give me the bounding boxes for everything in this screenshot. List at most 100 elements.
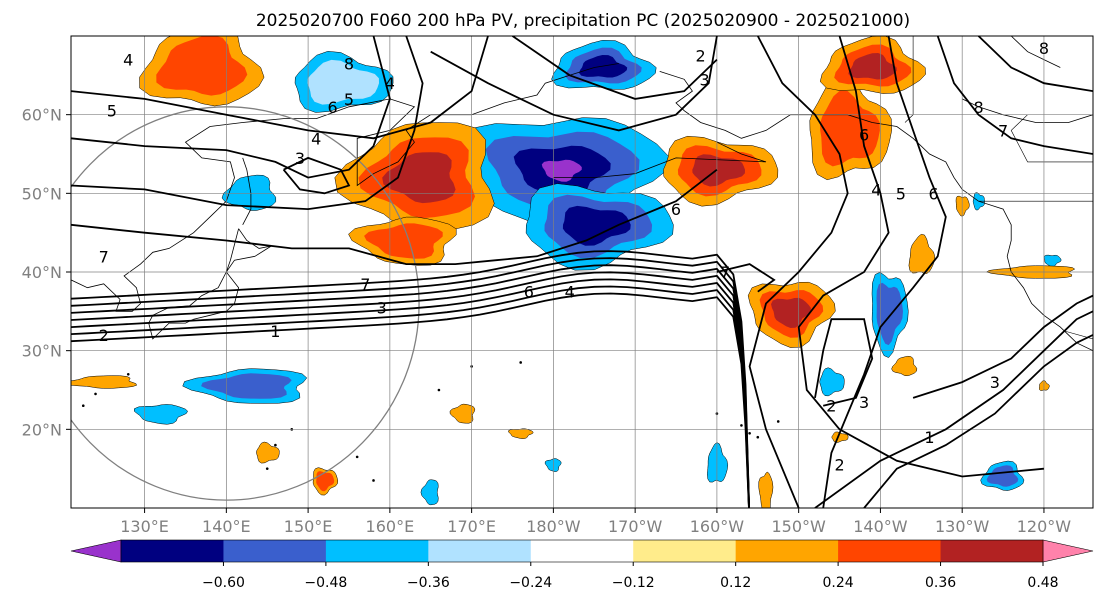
pv-contour-label: 4 bbox=[123, 51, 133, 70]
precip-anomaly-shape bbox=[420, 479, 439, 506]
pv-contour-label: 2 bbox=[99, 326, 109, 345]
precip-anomaly-shape bbox=[256, 441, 280, 464]
coastline bbox=[553, 141, 767, 178]
colorbar-swatch bbox=[940, 540, 1044, 562]
precip-anomaly-shape bbox=[134, 404, 189, 425]
pv-contour-label: 7 bbox=[360, 275, 370, 294]
pv-contour-label: 8 bbox=[1039, 39, 1049, 58]
coastline bbox=[962, 98, 1093, 123]
precip-anomaly-shape bbox=[707, 442, 729, 483]
lon-tick-label: 170°W bbox=[608, 517, 663, 536]
island bbox=[265, 467, 269, 470]
colorbar: −0.60 −0.48 −0.36 −0.24 −0.12 0.12 0.24 0.36 0.4… bbox=[70, 539, 1094, 591]
pv-contour-label: 2 bbox=[834, 456, 844, 475]
pv-contour-line bbox=[748, 36, 849, 508]
pv-contour-label: 7 bbox=[720, 263, 730, 282]
figure-title: 2025020700 F060 200 hPa PV, precipitatio… bbox=[256, 11, 910, 31]
precip-anomaly-shape bbox=[1043, 254, 1062, 267]
lat-tick-label: 50°N bbox=[22, 184, 62, 203]
colorbar-tick-label: −0.12 bbox=[612, 575, 655, 591]
pv-contour-label: 3 bbox=[700, 70, 710, 89]
island bbox=[372, 479, 375, 482]
pv-contour-label: 5 bbox=[896, 184, 906, 203]
pv-contour-line bbox=[822, 36, 947, 508]
island bbox=[748, 431, 751, 435]
precip-anomaly-shape bbox=[758, 471, 774, 508]
colorbar-outline bbox=[120, 539, 1044, 563]
border bbox=[1010, 114, 1093, 163]
pv-contour-line bbox=[936, 36, 1093, 155]
lon-tick-label: 130°E bbox=[120, 517, 169, 536]
lon-tick-label: 180°W bbox=[526, 517, 581, 536]
island bbox=[274, 443, 277, 447]
lon-tick-label: 150°E bbox=[284, 517, 333, 536]
colorbar-swatch bbox=[838, 540, 942, 562]
colorbar-extend-max bbox=[1042, 539, 1094, 563]
precip-anomaly-shape bbox=[541, 159, 582, 182]
pv-contour-label: 8 bbox=[973, 98, 983, 117]
pv-contour-label: 6 bbox=[671, 200, 681, 219]
pv-contour-label: 7 bbox=[99, 247, 109, 266]
island bbox=[756, 435, 760, 439]
pv-contour-line bbox=[430, 36, 718, 132]
island bbox=[81, 404, 85, 408]
precip-anomaly-shape bbox=[364, 223, 443, 259]
colorbar-tick-label: 0.48 bbox=[1027, 575, 1058, 591]
precip-anomaly-shape bbox=[1039, 380, 1050, 391]
colorbar-swatch bbox=[428, 540, 532, 562]
coastline bbox=[1010, 36, 1061, 68]
pv-contour-label: 2 bbox=[695, 47, 705, 66]
pv-contour-label: 6 bbox=[859, 125, 869, 144]
pv-contour-line bbox=[71, 168, 718, 265]
pv-contour-line bbox=[71, 264, 750, 508]
pv-contour-label: 7 bbox=[998, 121, 1008, 140]
pv-contour-line bbox=[71, 250, 751, 508]
colorbar-swatch bbox=[735, 540, 839, 562]
pv-contour-line bbox=[71, 36, 424, 211]
precip-anomaly-shape bbox=[876, 282, 903, 346]
lat-tick-label: 20°N bbox=[22, 420, 62, 439]
island bbox=[776, 420, 780, 423]
island bbox=[126, 372, 130, 376]
precip-anomaly-shape bbox=[562, 205, 631, 246]
island bbox=[740, 424, 743, 427]
graticule bbox=[71, 36, 1093, 508]
pv-contour-line bbox=[977, 36, 1093, 92]
colorbar-tick-label: 0.12 bbox=[720, 575, 751, 591]
pv-contour-line bbox=[912, 294, 1093, 399]
pv-contour-line bbox=[71, 257, 751, 508]
axis-ticks: 130°E 140°E 150°E 160°E 170°E 180°W 170°W 160°W… bbox=[22, 106, 1072, 536]
precip-anomaly-shape bbox=[819, 367, 845, 397]
island bbox=[437, 388, 441, 392]
colorbar-tick-label: −0.60 bbox=[202, 575, 245, 591]
colorbar-swatch bbox=[633, 540, 737, 562]
pv-contour-label: 4 bbox=[871, 180, 881, 199]
range-circle bbox=[71, 106, 420, 501]
pv-contour-line bbox=[797, 36, 1044, 478]
lat-tick-label: 30°N bbox=[22, 342, 62, 361]
pv-contour-line bbox=[71, 278, 750, 508]
pv-contour-line bbox=[71, 36, 489, 140]
precip-anomaly-shape bbox=[316, 471, 335, 492]
colorbar-swatch bbox=[325, 540, 429, 562]
precip-anomaly-shape bbox=[986, 465, 1019, 487]
pv-contour-line bbox=[71, 292, 750, 508]
pv-contour-line bbox=[511, 36, 718, 100]
coastline bbox=[659, 71, 1093, 352]
precip-anomaly-shape bbox=[156, 36, 248, 96]
colorbar-swatch bbox=[121, 540, 224, 562]
pv-contour-label: 2 bbox=[826, 397, 836, 416]
colorbar-tick-label: −0.36 bbox=[407, 575, 450, 591]
precip-anomaly-fills bbox=[71, 36, 1076, 508]
pv-contour-line bbox=[814, 318, 874, 407]
pv-contour-label: 3 bbox=[990, 373, 1000, 392]
pv-contour-label: 3 bbox=[859, 393, 869, 412]
colorbar-tick-label: −0.48 bbox=[304, 575, 347, 591]
range-circle-line bbox=[71, 106, 420, 501]
lon-tick-label: 140°W bbox=[853, 517, 908, 536]
precip-anomaly-shape bbox=[955, 195, 970, 217]
pv-contour-line bbox=[282, 156, 351, 195]
pv-contour-line bbox=[716, 263, 776, 293]
pv-contour-line bbox=[71, 285, 750, 508]
